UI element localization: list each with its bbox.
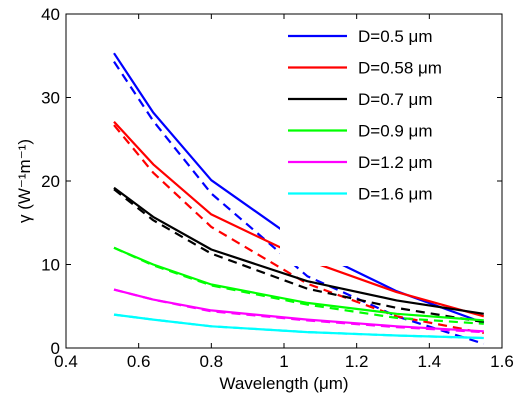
series-line-solid-2	[113, 186, 484, 315]
x-tick-label: 1	[279, 352, 288, 371]
series-line-dashed-4	[113, 288, 484, 334]
x-axis-label: Wavelength (μm)	[219, 374, 348, 393]
series-line-dashed-2	[113, 188, 484, 324]
series-line-solid-1	[113, 120, 485, 318]
series-line-dashed-5	[113, 313, 484, 340]
legend-label: D=0.7 μm	[358, 90, 433, 109]
y-tick-label: 10	[41, 256, 60, 275]
x-tick-label: 0.6	[127, 352, 151, 371]
legend-label: D=1.2 μm	[358, 153, 433, 172]
x-tick-label: 0.4	[54, 352, 78, 371]
series-line-dashed-0	[113, 60, 485, 345]
legend-label: D=0.9 μm	[358, 122, 433, 141]
y-axis-label: γ (W⁻¹m⁻¹)	[15, 139, 34, 223]
legend-box	[280, 20, 496, 266]
x-tick-label: 1.6	[490, 352, 514, 371]
legend-label: D=0.58 μm	[358, 59, 442, 78]
legend: D=0.5 μm D=0.58 μm D=0.7 μm D=0.9 μm D=1.2 μ…	[280, 20, 496, 266]
series-layer	[113, 52, 485, 345]
y-tick-label: 30	[41, 89, 60, 108]
x-tick-label: 1.4	[418, 352, 442, 371]
ticks-layer: 0.4 0.6 0.8 1 1.2 1.4 1.6 0 10 20 30 40	[41, 5, 514, 371]
x-tick-label: 0.8	[200, 352, 224, 371]
y-tick-label: 20	[41, 172, 60, 191]
x-tick-label: 1.2	[345, 352, 369, 371]
series-line-dashed-3	[113, 246, 484, 325]
y-tick-label: 0	[51, 339, 60, 358]
legend-label: D=1.6 μm	[358, 185, 433, 204]
legend-label: D=0.5 μm	[358, 27, 433, 46]
y-tick-label: 40	[41, 5, 60, 24]
